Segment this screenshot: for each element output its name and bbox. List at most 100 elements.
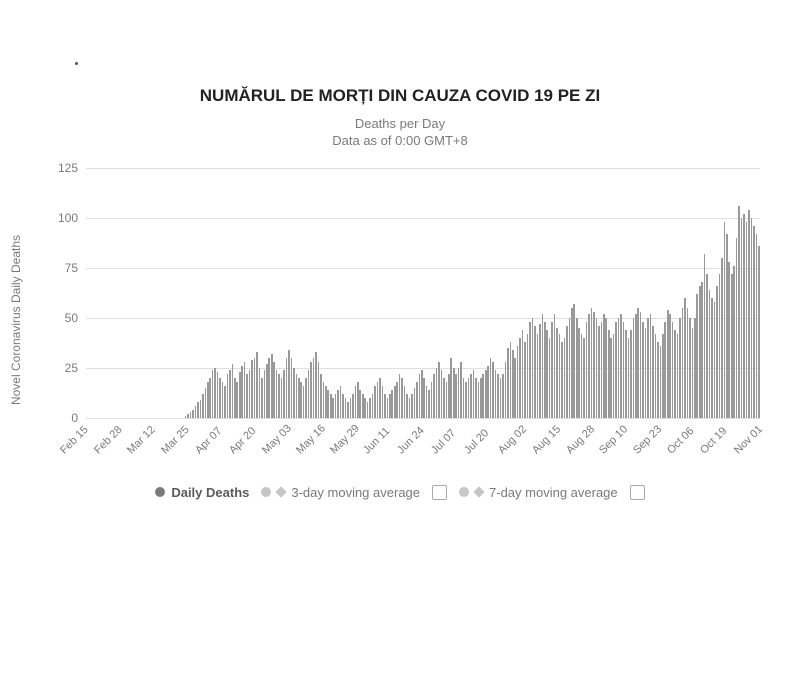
bar [753,226,755,418]
bar [313,358,315,418]
xtick-label: Feb 15 [58,424,91,457]
legend-item-daily-deaths[interactable]: Daily Deaths [155,485,249,500]
bar [551,322,553,418]
bar [502,374,504,418]
bar [448,374,450,418]
y-axis-label: Novel Coronavirus Daily Deaths [9,235,23,405]
bar [345,398,347,418]
bar [679,318,681,418]
bar [340,386,342,418]
bar [480,378,482,418]
bar [564,338,566,418]
bar [591,308,593,418]
xtick-label: Aug 15 [530,423,563,456]
decorative-dot [75,62,78,65]
bar [605,318,607,418]
bar [546,330,548,418]
grid-line [86,318,760,319]
bar [714,302,716,418]
circle-icon [459,487,469,497]
xtick-label: May 03 [260,422,294,456]
xtick-label: Apr 07 [193,425,224,456]
bar [389,394,391,418]
bar [465,382,467,418]
bar [514,358,516,418]
bar [682,308,684,418]
bar [391,390,393,418]
bar [539,324,541,418]
checkbox-3day-ma[interactable] [432,485,447,500]
bar [396,382,398,418]
xtick-label: Apr 20 [227,425,258,456]
bar [510,342,512,418]
ytick-label: 100 [58,211,78,225]
bar [620,314,622,418]
bar [701,282,703,418]
bar [330,394,332,418]
bar [352,394,354,418]
bar [212,370,214,418]
legend-item-3day-ma[interactable]: 3-day moving average [261,485,420,500]
bar [593,312,595,418]
bar [667,310,669,418]
bar [251,360,253,418]
ytick-label: 125 [58,161,78,175]
bar [436,368,438,418]
bar [677,334,679,418]
bar [197,402,199,418]
bar [342,394,344,418]
checkbox-7day-ma[interactable] [630,485,645,500]
bar [601,322,603,418]
bar [478,382,480,418]
xtick-label: May 16 [294,422,328,456]
xtick-label: May 29 [328,422,362,456]
bar [416,382,418,418]
xtick-label: Jul 20 [462,427,491,456]
bar [372,394,374,418]
bar [470,374,472,418]
bar [453,368,455,418]
bar [205,388,207,418]
bar [359,390,361,418]
bar [214,368,216,418]
bar [689,318,691,418]
bar [276,370,278,418]
bar [684,298,686,418]
bar [286,358,288,418]
bar [640,312,642,418]
bar [249,370,251,418]
bar [202,394,204,418]
bar [433,374,435,418]
bar [711,298,713,418]
bar [492,362,494,418]
diamond-icon [473,487,484,498]
bar [428,390,430,418]
bar [421,370,423,418]
xtick-label: Feb 28 [92,424,125,457]
bar [664,322,666,418]
bar [719,274,721,418]
bar [603,314,605,418]
bar [512,350,514,418]
bar [660,346,662,418]
bar [411,394,413,418]
bar [350,398,352,418]
xtick-label: Sep 23 [631,423,664,456]
bar [709,290,711,418]
xtick-label: Jun 11 [361,425,392,456]
xtick-label: Aug 28 [564,423,597,456]
bar [736,238,738,418]
bar [261,378,263,418]
bar [505,362,507,418]
bar [293,368,295,418]
bar [554,314,556,418]
legend-item-7day-ma[interactable]: 7-day moving average [459,485,618,500]
grid-line [86,168,760,169]
bar [696,294,698,418]
bar [623,322,625,418]
bar [335,394,337,418]
bar [347,402,349,418]
bar [549,338,551,418]
bar [384,394,386,418]
bar [288,350,290,418]
